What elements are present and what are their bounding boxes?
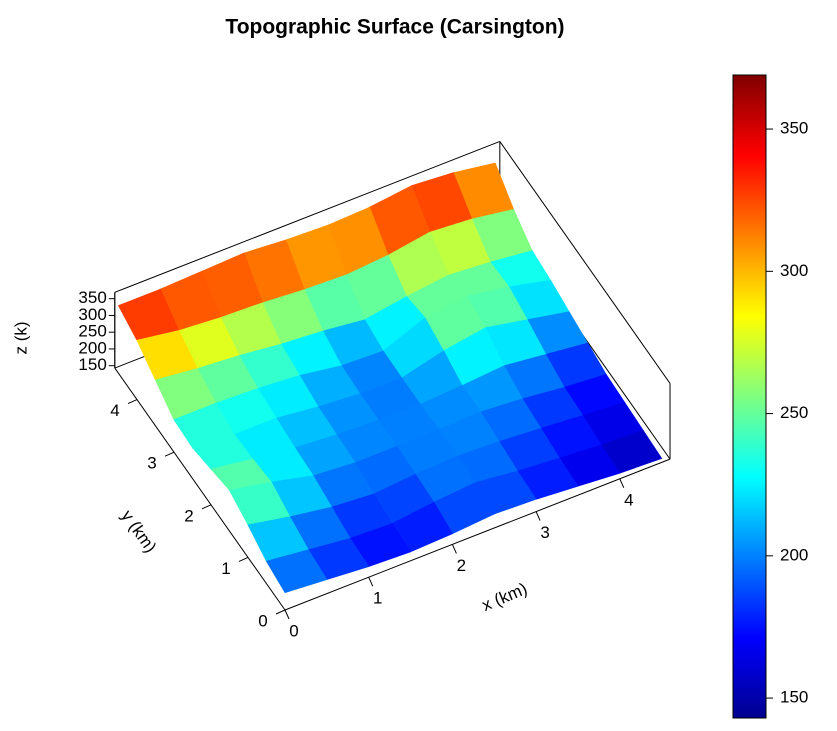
- x-tick: [619, 478, 625, 489]
- x-tick-label: 2: [457, 556, 466, 575]
- x-axis: [284, 458, 671, 611]
- z-axis-label: z (k): [11, 321, 30, 354]
- z-tick-label: 150: [78, 355, 106, 374]
- colorbar-tick-label: 300: [780, 261, 808, 280]
- z-tick-label: 300: [78, 305, 106, 324]
- box-edge: [114, 140, 501, 293]
- y-tick-label: 3: [147, 454, 156, 473]
- y-tick: [238, 556, 249, 562]
- x-tick-label: 1: [373, 589, 382, 608]
- surface-patch: [265, 549, 328, 594]
- y-axis: [114, 367, 286, 611]
- y-tick: [164, 451, 175, 457]
- x-tick-label: 4: [624, 490, 633, 509]
- x-tick: [284, 609, 290, 620]
- y-tick-label: 2: [184, 506, 193, 525]
- box-edge: [499, 141, 671, 384]
- z-tick-label: 350: [78, 288, 106, 307]
- z-tick-label: 250: [78, 322, 106, 341]
- colorbar: [732, 74, 767, 719]
- y-tick: [127, 399, 138, 405]
- y-axis-label: y (km): [118, 507, 161, 557]
- colorbar-tick-label: 250: [780, 403, 808, 422]
- chart-title: Topographic Surface (Carsington): [225, 16, 564, 39]
- y-tick-label: 0: [258, 611, 267, 630]
- colorbar-tick-label: 350: [780, 119, 808, 138]
- z-tick-label: 200: [78, 338, 106, 357]
- colorbar-tick-label: 150: [780, 688, 808, 707]
- x-axis-label: x (km): [479, 579, 530, 615]
- x-tick: [535, 511, 541, 521]
- x-tick-label: 0: [289, 621, 298, 640]
- y-tick-label: 1: [221, 559, 230, 578]
- colorbar-tick-label: 200: [780, 545, 808, 564]
- y-tick: [275, 609, 286, 615]
- y-tick: [201, 504, 212, 510]
- x-tick: [368, 576, 374, 587]
- y-tick-label: 4: [110, 401, 119, 420]
- x-tick-label: 3: [540, 523, 549, 542]
- x-tick: [451, 544, 457, 554]
